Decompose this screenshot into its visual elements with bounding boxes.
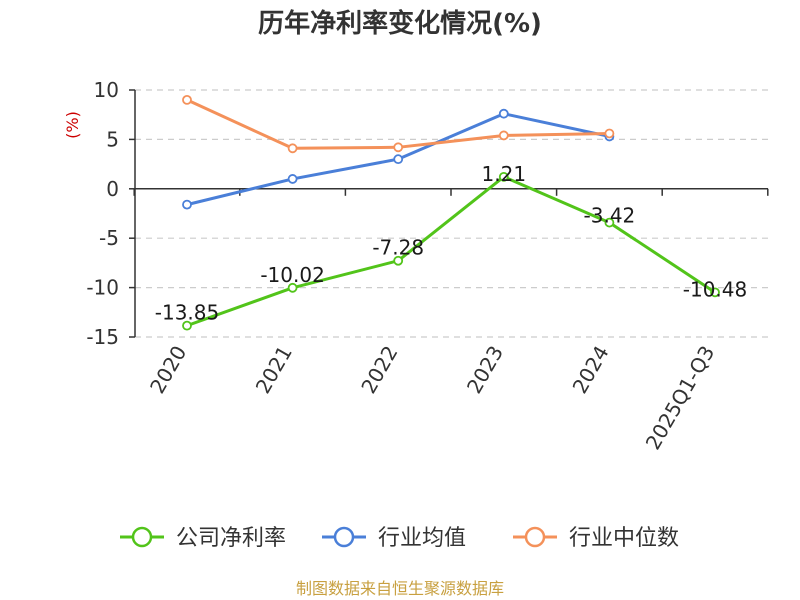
y-tick-label: -5 — [99, 226, 119, 250]
x-tick-label: 2025Q1-Q3 — [641, 342, 720, 454]
series-point-2 — [182, 94, 192, 105]
series-point-0 — [604, 217, 615, 228]
series-point-0 — [287, 282, 298, 293]
series-point-0 — [498, 171, 509, 182]
data-label: -10.48 — [683, 277, 747, 301]
data-label: -10.02 — [260, 263, 324, 287]
axis-layer: 10 5 0 -5 -10 -15 2020 2021 2022 2023 2024 2025Q1-Q… — [86, 78, 769, 454]
data-label-layer: -13.85 -10.02 -7.28 1.21 -3.42 -10.48 — [155, 162, 747, 325]
x-tick-label: 2022 — [356, 342, 402, 398]
x-tick-label: 2020 — [145, 342, 191, 398]
series-point-0 — [393, 255, 404, 266]
legend-label-2: 行业中位数 — [569, 526, 679, 551]
series-point-2 — [604, 128, 615, 139]
series-point-1 — [182, 199, 192, 210]
source-note: 制图数据来自恒生聚源数据库 — [296, 579, 504, 598]
legend-marker-2 — [524, 526, 546, 548]
series-line-0 — [186, 175, 716, 328]
y-tick-label: 10 — [94, 78, 119, 102]
y-tick-label: 0 — [106, 177, 119, 201]
series-point-0 — [710, 287, 720, 298]
series-point-2 — [393, 142, 404, 153]
data-label: -13.85 — [155, 301, 219, 325]
series-point-1 — [287, 174, 298, 184]
grid-layer — [135, 89, 768, 338]
legend-label-1: 行业均值 — [378, 526, 466, 551]
series-point-2 — [498, 130, 509, 141]
legend-marker-0 — [131, 526, 153, 548]
y-tick-label: 5 — [106, 127, 119, 151]
data-label: -7.28 — [372, 236, 424, 260]
legend-label-0: 公司净利率 — [176, 526, 286, 551]
series-point-2 — [287, 143, 298, 154]
y-axis-unit: (%) — [63, 111, 82, 139]
series-point-1 — [393, 154, 404, 165]
legend-marker-1 — [333, 526, 355, 548]
x-tick-label: 2021 — [251, 342, 297, 398]
series-point-1 — [498, 108, 509, 119]
x-tick-label: 2023 — [462, 342, 508, 398]
data-label: 1.21 — [482, 162, 527, 186]
chart-title: 历年净利率变化情况(%) — [258, 8, 542, 39]
data-label: -3.42 — [584, 204, 636, 228]
series-point-0 — [182, 320, 192, 331]
x-tick-label: 2024 — [567, 342, 613, 398]
y-tick-label: -10 — [86, 276, 119, 300]
series-layer — [182, 94, 720, 331]
y-tick-label: -15 — [86, 325, 119, 349]
legend: 公司净利率 行业均值 行业中位数 — [120, 526, 679, 551]
